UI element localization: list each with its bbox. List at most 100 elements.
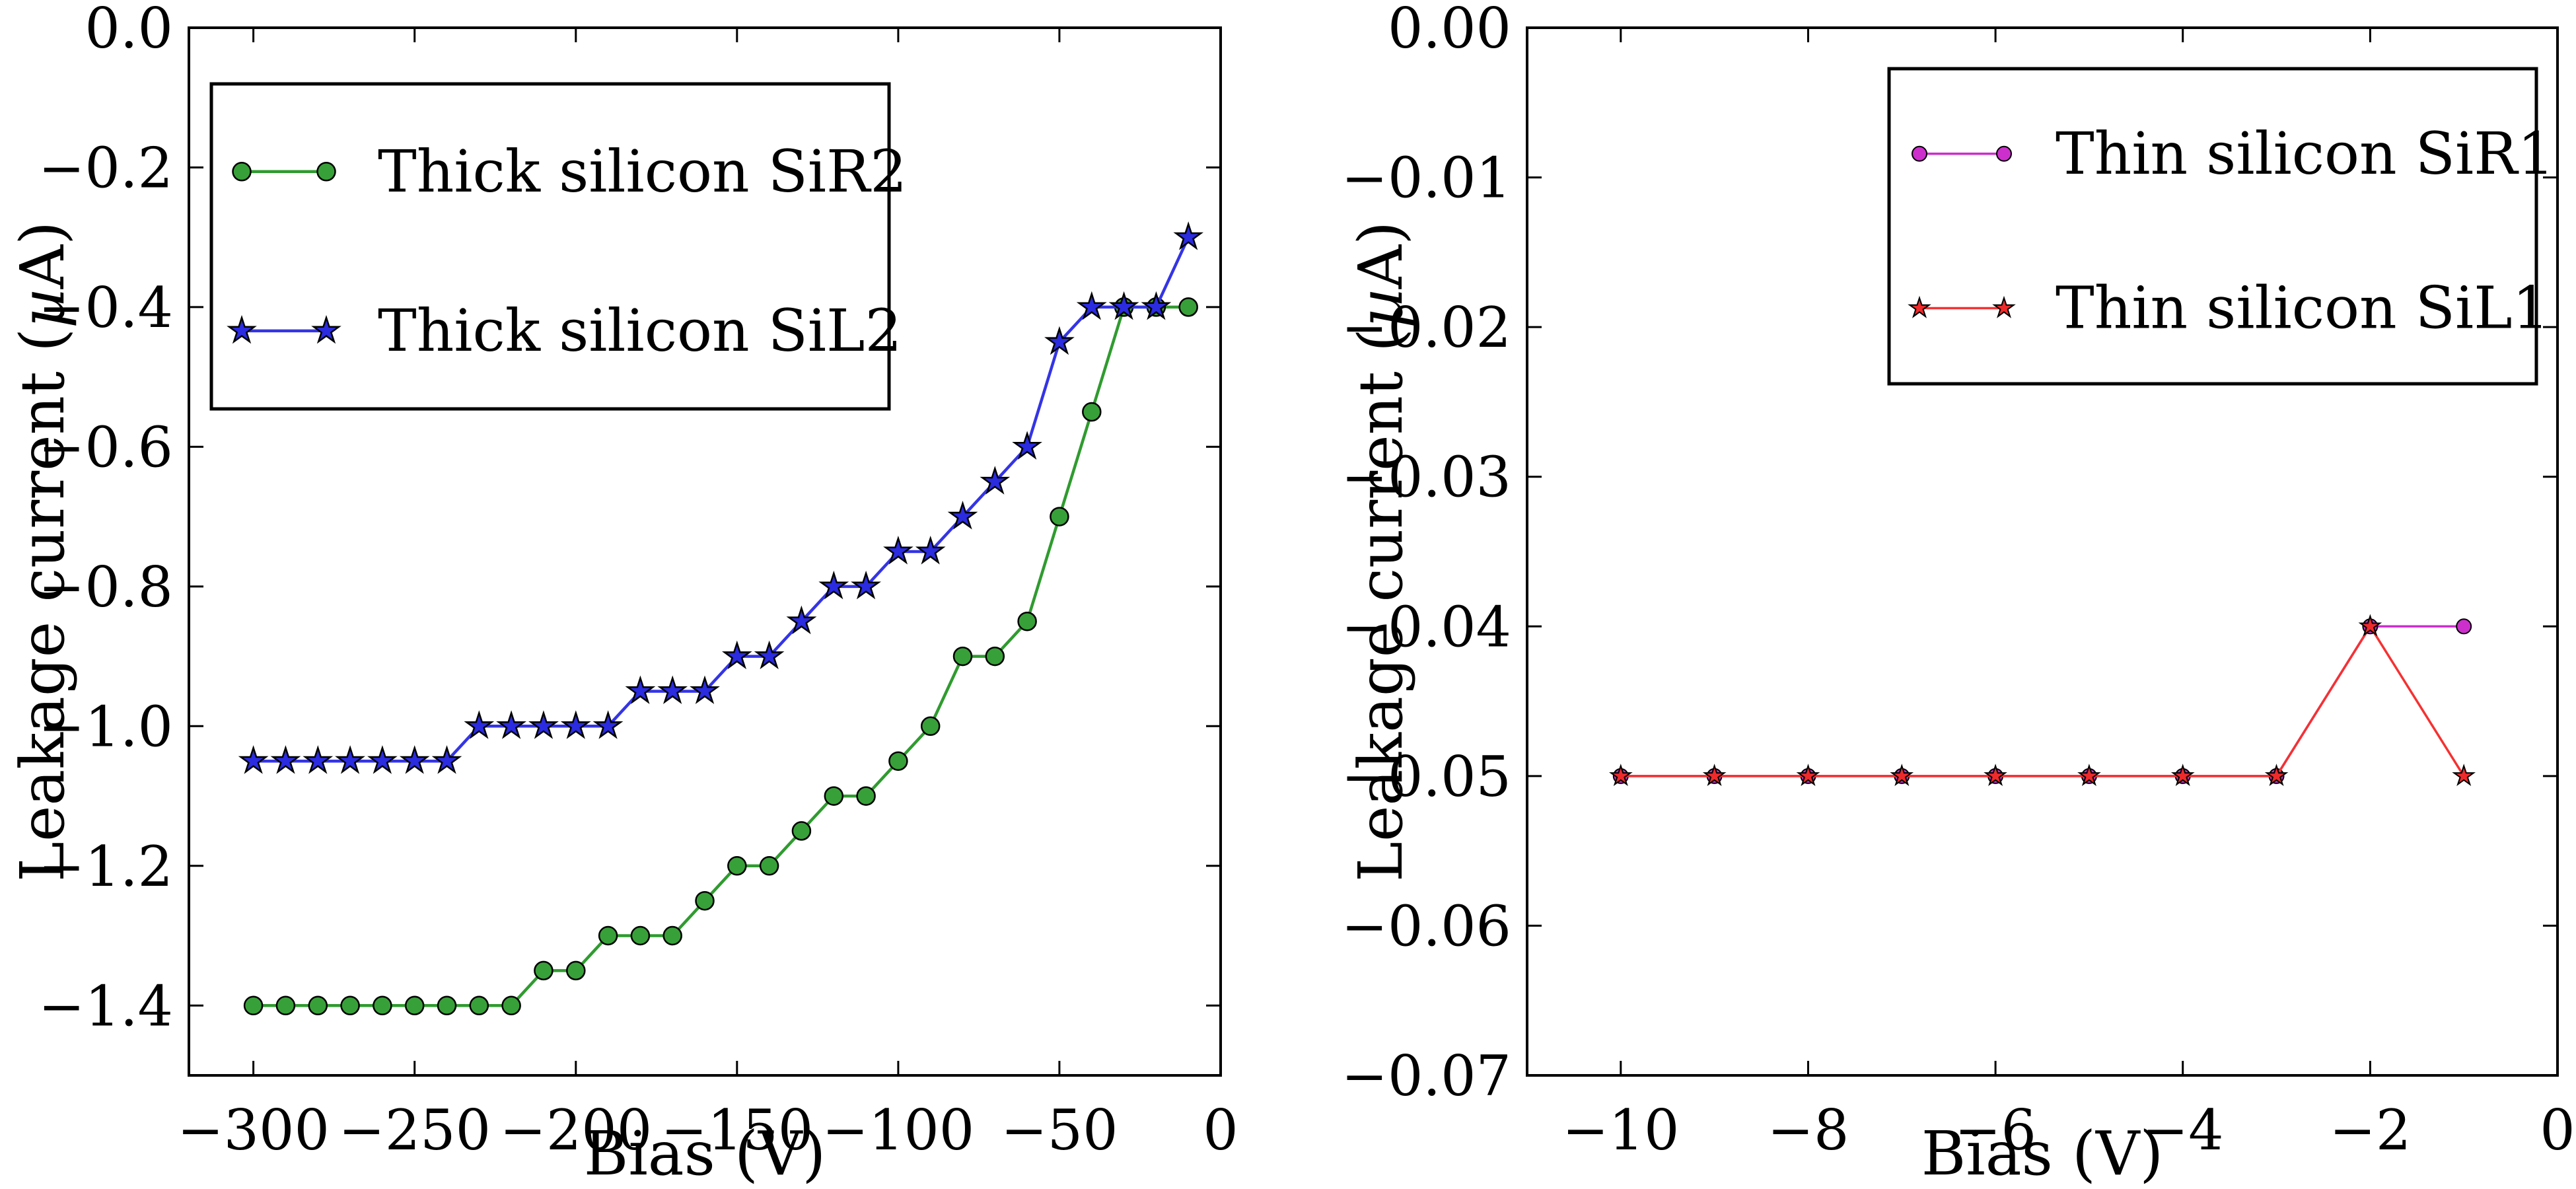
star-marker-1 xyxy=(592,710,624,739)
star-marker-1 xyxy=(947,501,978,530)
legend-box xyxy=(1887,67,2538,386)
circle-marker-0 xyxy=(373,995,392,1016)
y-tick-label: −0.02 xyxy=(1342,295,1511,360)
circle-marker-0 xyxy=(630,925,651,946)
axes-frame xyxy=(1526,26,2559,1077)
y-tick-label: −0.07 xyxy=(1342,1044,1511,1108)
circle-marker-0 xyxy=(1017,611,1037,631)
star-marker-1 xyxy=(270,745,301,774)
y-tick-label: −1.0 xyxy=(38,694,173,759)
x-tick-label: −4 xyxy=(2142,1098,2224,1163)
circle-marker-0 xyxy=(824,786,844,806)
circle-marker-0 xyxy=(1050,507,1069,526)
star-marker-1 xyxy=(1076,291,1107,320)
circle-marker-0 xyxy=(2456,618,2472,635)
star-marker-1 xyxy=(2264,764,2289,787)
panel-right: −10 −8 −6 −4 −2 0 0.00 −0.01 −0.02 −0.03 −0.04 −0.0… xyxy=(1342,0,2575,1189)
star-marker-1 xyxy=(464,710,495,739)
star-marker-1 xyxy=(528,710,559,739)
star-marker-1 xyxy=(1012,431,1042,460)
x-tick-label: −10 xyxy=(1562,1098,1679,1163)
circle-marker-0 xyxy=(759,856,779,876)
star-marker-1 xyxy=(431,745,462,774)
circle-marker-0 xyxy=(695,890,715,911)
x-tick-label: −100 xyxy=(822,1098,975,1163)
star-marker-1 xyxy=(786,605,817,635)
star-marker-legend-1 xyxy=(311,314,341,344)
legend-label-0: Thick silicon SiR2 xyxy=(378,137,907,205)
circle-marker-0 xyxy=(340,995,360,1016)
circle-marker-0 xyxy=(404,995,425,1016)
legend-label-0: Thin silicon SiR1 xyxy=(2056,120,2554,188)
circle-marker-0 xyxy=(243,995,264,1016)
star-marker-1 xyxy=(496,710,526,739)
star-marker-1 xyxy=(1609,764,1633,787)
y-tick-label: −0.6 xyxy=(38,415,173,480)
circle-marker-0 xyxy=(598,925,618,946)
star-marker-1 xyxy=(625,675,656,704)
star-marker-1 xyxy=(1890,764,1914,787)
star-marker-1 xyxy=(1796,764,1820,787)
x-axis-label: Bias (V) xyxy=(1921,1118,2164,1189)
star-marker-1 xyxy=(2358,614,2382,637)
legend-box xyxy=(209,82,891,411)
series-line-1 xyxy=(1620,625,2465,777)
y-tick-label: −0.04 xyxy=(1342,594,1511,659)
legend-label-1: Thin silicon SiL1 xyxy=(2056,274,2550,342)
x-tick-label: 0 xyxy=(1203,1098,1238,1163)
star-marker-1 xyxy=(1108,291,1139,320)
star-marker-1 xyxy=(238,745,269,774)
circle-marker-0 xyxy=(501,995,521,1016)
y-tick-label: −0.2 xyxy=(38,136,173,201)
circle-marker-0 xyxy=(888,751,908,771)
star-marker-1 xyxy=(335,745,365,774)
circle-marker-0 xyxy=(952,646,973,667)
series-markers-0 xyxy=(243,297,1198,1016)
star-marker-1 xyxy=(1984,764,2007,787)
x-tick-label: −150 xyxy=(661,1098,813,1163)
star-marker-1 xyxy=(2077,764,2101,787)
panel-left: −300 −250 −200 −150 −100 −50 0 0.0 −0.2 −0.4 −0.6 −… xyxy=(7,0,1238,1189)
circle-marker-legend-0 xyxy=(1912,145,1927,162)
star-marker-1 xyxy=(1044,326,1075,355)
star-marker-1 xyxy=(367,745,398,774)
circle-marker-legend-0 xyxy=(232,162,252,182)
y-tick-label: 0.00 xyxy=(1388,0,1511,61)
circle-marker-0 xyxy=(566,960,586,981)
x-tick-label: −6 xyxy=(1954,1098,2036,1163)
y-tick-label: −0.01 xyxy=(1342,146,1511,211)
legend: Thick silicon SiR2 Thick silicon SiL2 xyxy=(209,82,907,411)
series-markers-1 xyxy=(238,221,1204,774)
circle-marker-0 xyxy=(1082,402,1102,422)
star-marker-1 xyxy=(883,535,913,565)
star-marker-1 xyxy=(721,640,752,670)
circle-marker-0 xyxy=(662,925,682,946)
y-tick-label: −0.03 xyxy=(1342,445,1511,510)
star-marker-1 xyxy=(851,570,881,600)
series-markers-1 xyxy=(1609,614,2476,787)
star-marker-1 xyxy=(560,710,591,739)
star-marker-1 xyxy=(399,745,430,774)
circle-marker-0 xyxy=(308,995,328,1016)
y-tick-label: −0.06 xyxy=(1342,894,1511,958)
star-marker-legend-1 xyxy=(227,314,257,344)
axes-frame xyxy=(188,26,1222,1077)
legend-label-1: Thick silicon SiL2 xyxy=(378,297,902,365)
star-marker-1 xyxy=(2452,764,2476,787)
star-marker-1 xyxy=(2170,764,2195,787)
x-tick-label: −8 xyxy=(1768,1098,1849,1163)
y-tick-label: −1.4 xyxy=(38,974,173,1038)
star-marker-1 xyxy=(690,675,720,704)
circle-marker-0 xyxy=(856,786,876,806)
circle-marker-0 xyxy=(437,995,457,1016)
legend: Thin silicon SiR1 Thin silicon SiL1 xyxy=(1887,67,2554,386)
star-marker-1 xyxy=(657,675,688,704)
x-axis-label: Bias (V) xyxy=(584,1118,826,1189)
circle-marker-0 xyxy=(985,646,1005,667)
x-tick-label: 0 xyxy=(2540,1098,2575,1163)
y-tick-label: 0.0 xyxy=(85,0,173,61)
circle-marker-0 xyxy=(920,716,941,737)
star-marker-1 xyxy=(1173,221,1204,250)
